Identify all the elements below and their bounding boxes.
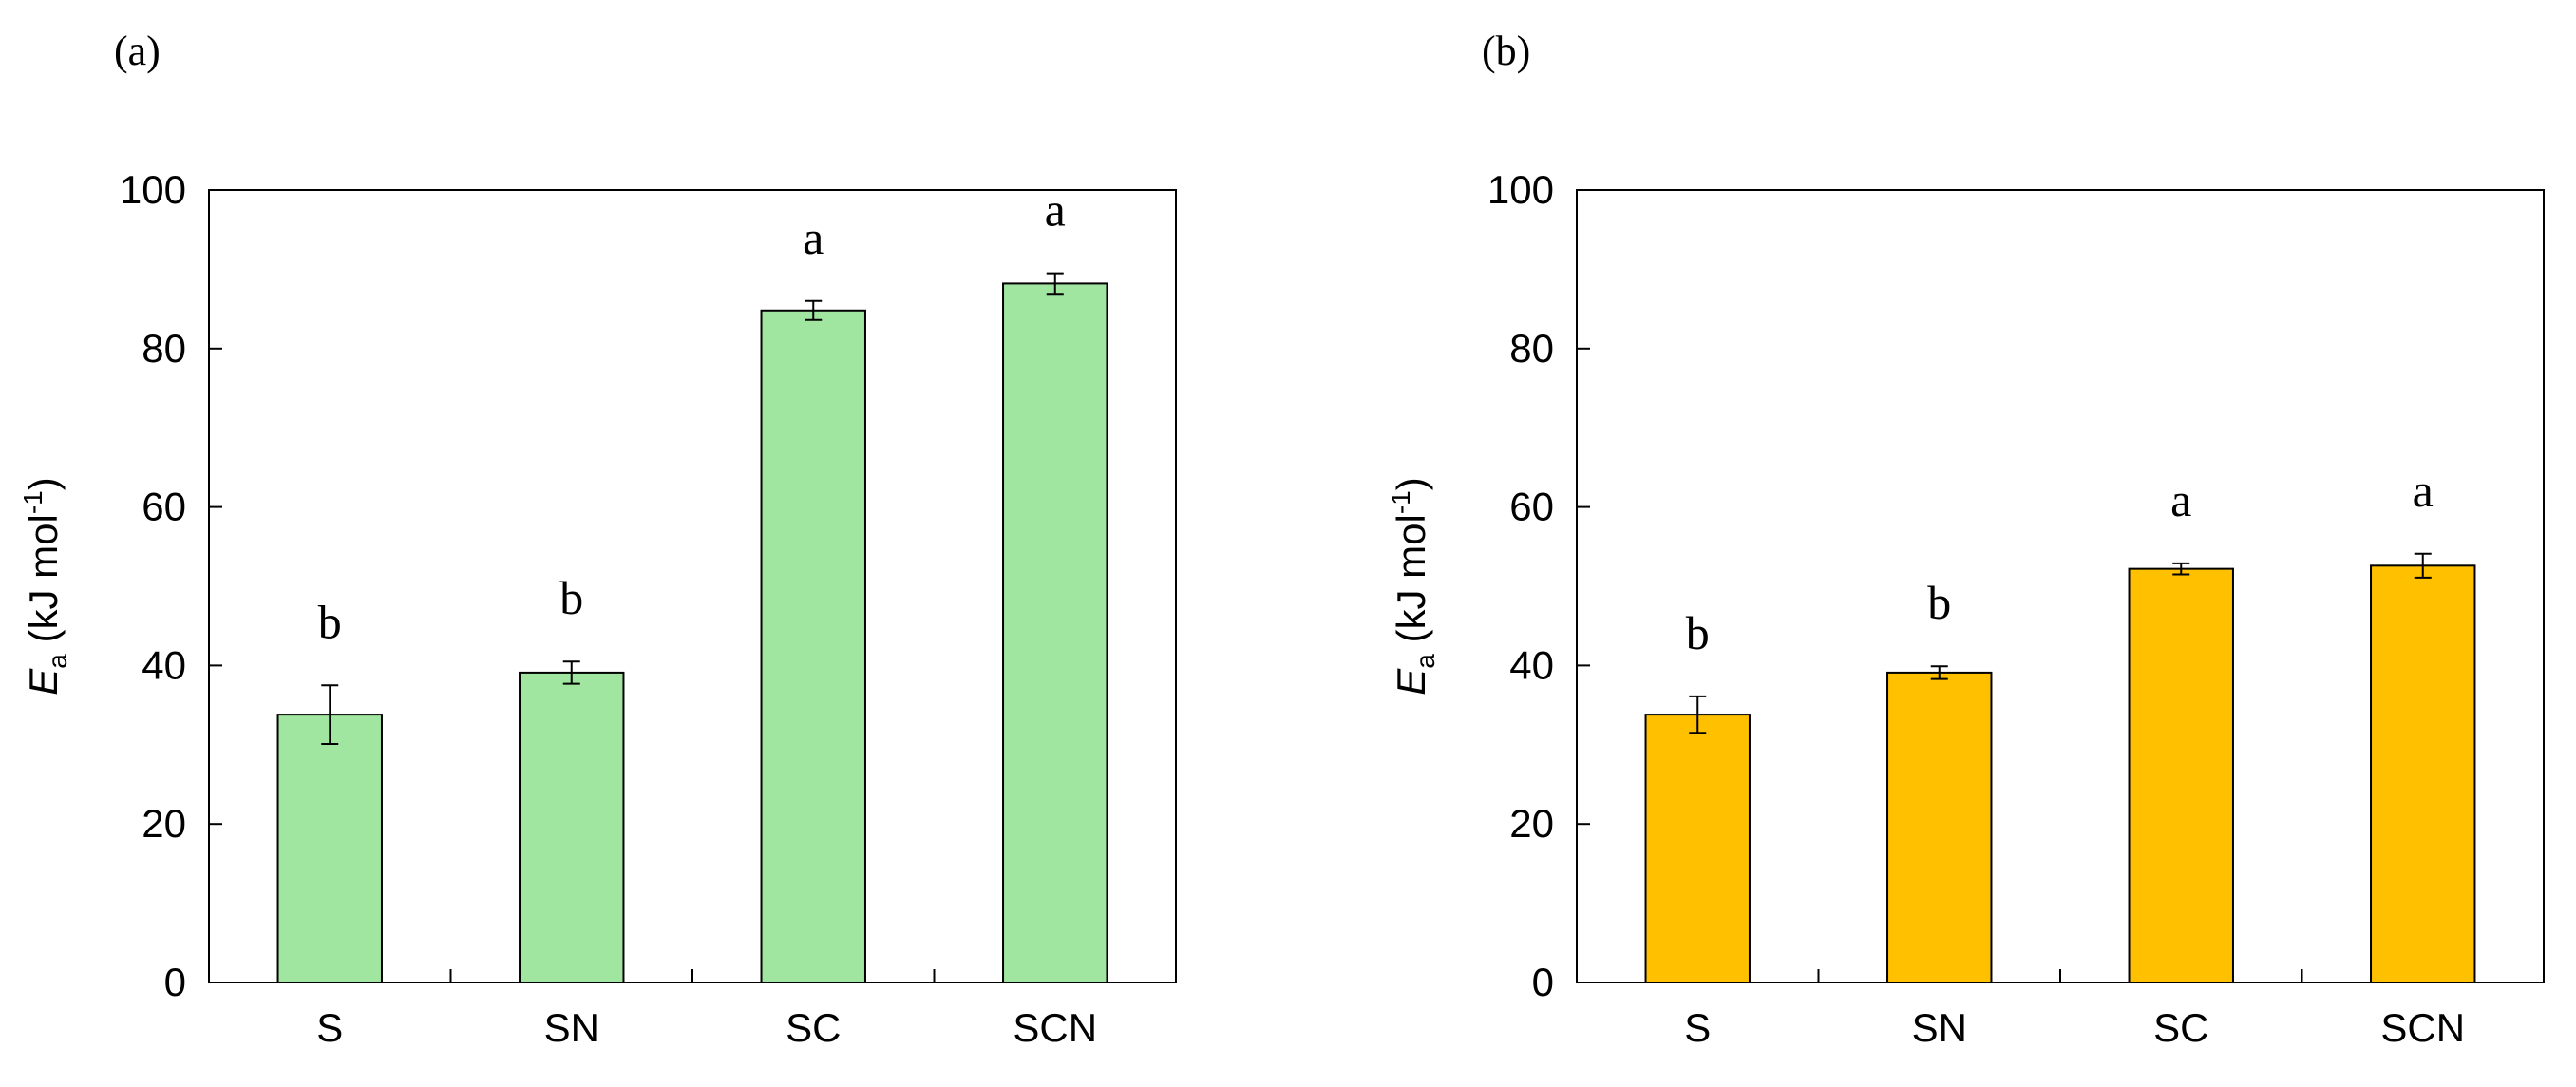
- x-tick-label: SN: [544, 1005, 599, 1050]
- panel-label: (b): [1482, 28, 1530, 74]
- significance-letter: a: [2170, 473, 2191, 526]
- x-tick-label: S: [1684, 1005, 1711, 1050]
- chart-panel-2: (b) 0 20 40 60 80 100 Sb SN b SC a SCN a Ea (kJ mol-1): [1386, 28, 2545, 1050]
- y-tick-label: 20: [1509, 801, 1554, 846]
- y-tick-label: 60: [1509, 485, 1554, 529]
- y-tick-label: 80: [142, 326, 186, 371]
- y-axis-label: Ea (kJ mol-1): [1386, 477, 1440, 696]
- x-tick-label: SC: [2153, 1005, 2208, 1050]
- bar-scn: [2370, 564, 2476, 983]
- significance-letter: b: [1927, 576, 1951, 629]
- significance-letter: a: [2413, 464, 2434, 517]
- y-tick-label: 0: [164, 960, 186, 1004]
- bar-sn: [1886, 671, 1993, 983]
- bar-sc: [2128, 567, 2234, 983]
- bar-s: [276, 714, 383, 983]
- y-tick-label: 60: [142, 485, 186, 529]
- y-tick-label: 40: [142, 642, 186, 687]
- y-tick-label: 20: [142, 801, 186, 846]
- significance-letter: b: [318, 595, 342, 648]
- significance-letter: b: [1686, 606, 1710, 659]
- x-tick-label: SN: [1912, 1005, 1967, 1050]
- significance-letter: a: [1045, 183, 1066, 237]
- y-tick-label: 100: [120, 167, 186, 212]
- bar-sc: [760, 309, 866, 983]
- x-tick-label: SC: [786, 1005, 841, 1050]
- significance-letter: a: [803, 211, 824, 264]
- significance-letter: b: [559, 571, 583, 624]
- chart-panel-1: (a) 0 20 40 60 80 100 Sb SN b SC a SCN a Ea (kJ mol-1): [18, 28, 1177, 1050]
- y-tick-label: 40: [1509, 642, 1554, 687]
- y-tick-label: 100: [1487, 167, 1554, 212]
- x-tick-label: SCN: [2380, 1005, 2465, 1050]
- bar-scn: [1002, 282, 1108, 983]
- y-axis-label: Ea (kJ mol-1): [18, 477, 72, 696]
- x-tick-label: S: [316, 1005, 343, 1050]
- panel-label: (a): [114, 28, 161, 74]
- x-tick-label: SCN: [1013, 1005, 1097, 1050]
- y-tick-label: 0: [1532, 960, 1554, 1004]
- bar-s: [1644, 714, 1751, 983]
- bar-sn: [519, 671, 625, 983]
- y-tick-label: 80: [1509, 326, 1554, 371]
